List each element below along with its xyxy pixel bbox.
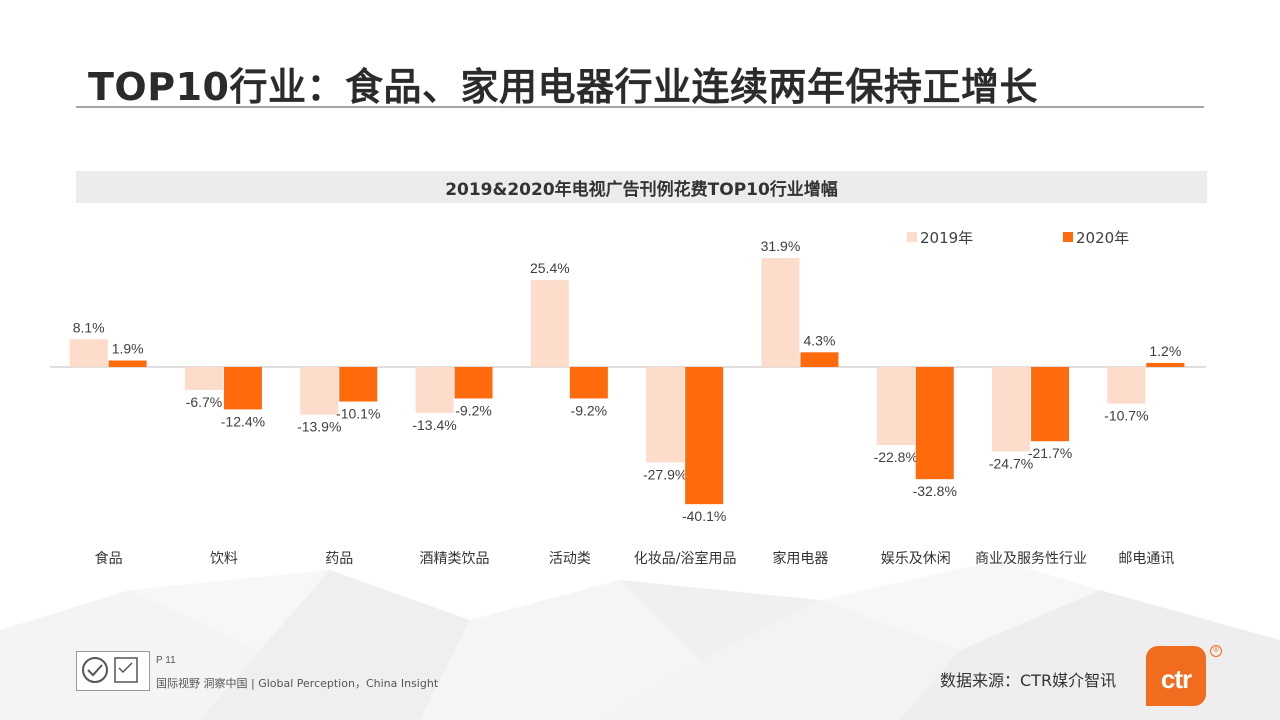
data-label: -27.9% <box>643 466 687 482</box>
category-label: 娱乐及休闲 <box>881 551 951 567</box>
legend-label: 2020年 <box>1076 229 1129 247</box>
title-divider <box>76 106 1204 108</box>
bar-2020 <box>569 367 608 399</box>
ctr-logo: ctr <box>1146 646 1206 706</box>
data-label: -12.4% <box>221 413 265 429</box>
data-label: -32.8% <box>913 483 957 499</box>
data-label: -40.1% <box>682 508 726 524</box>
legend-swatch-2019 <box>907 232 917 242</box>
bar-2020 <box>1146 362 1185 367</box>
page-number: P 11 <box>156 655 176 666</box>
bar-2019 <box>69 339 108 367</box>
bar-2020 <box>1031 367 1070 442</box>
registered-mark: ® <box>1210 645 1222 657</box>
bar-2019 <box>992 367 1031 452</box>
certification-logo <box>76 651 150 691</box>
data-label: -9.2% <box>571 402 608 418</box>
data-label: -22.8% <box>874 449 918 465</box>
data-label: -21.7% <box>1028 445 1072 461</box>
bar-2020 <box>108 360 147 367</box>
bar-2019 <box>761 257 800 367</box>
bar-2019 <box>1107 367 1146 404</box>
data-label: -13.9% <box>297 419 341 435</box>
bar-2020 <box>685 367 724 505</box>
data-label: -10.1% <box>336 406 380 422</box>
bar-2020 <box>454 367 493 399</box>
bar-2019 <box>415 367 454 413</box>
data-label: -10.7% <box>1104 408 1148 424</box>
category-label: 食品 <box>95 550 123 567</box>
footer-slogan: 国际视野 洞察中国 | Global Perception，China Insi… <box>156 677 439 690</box>
legend-label: 2019年 <box>920 229 973 247</box>
data-label: -6.7% <box>186 394 223 410</box>
category-label: 化妆品/浴室用品 <box>634 550 737 567</box>
data-label: -9.2% <box>455 402 492 418</box>
data-label: 1.9% <box>112 341 144 357</box>
chart-title-bar: 2019&2020年电视广告刊例花费TOP10行业增幅 <box>76 171 1207 203</box>
category-label: 饮料 <box>210 551 238 567</box>
data-label: -13.4% <box>412 417 456 433</box>
bar-2020 <box>339 367 378 402</box>
category-label: 酒精类饮品 <box>420 551 490 567</box>
chart-title: 2019&2020年电视广告刊例花费TOP10行业增幅 <box>445 179 838 200</box>
bar-2019 <box>184 367 223 390</box>
bar-2019 <box>646 367 685 463</box>
bar-2019 <box>530 280 569 367</box>
data-label: 31.9% <box>761 238 801 254</box>
data-source: 数据来源：CTR媒介智讯 <box>940 671 1117 690</box>
brand-text: ctr <box>1160 663 1192 694</box>
bar-2020 <box>915 367 954 480</box>
data-label: 1.2% <box>1149 343 1181 359</box>
category-label: 邮电通讯 <box>1118 551 1174 567</box>
bar-2020 <box>223 367 262 410</box>
category-label: 商业及服务性行业 <box>975 551 1087 567</box>
bar-2019 <box>300 367 339 415</box>
data-label: 8.1% <box>73 319 105 335</box>
data-label: 25.4% <box>530 260 570 276</box>
bar-2019 <box>876 367 915 445</box>
page-title: TOP10行业：食品、家用电器行业连续两年保持正增长 <box>88 65 1038 109</box>
category-label: 药品 <box>325 551 353 567</box>
background-facets <box>0 560 1280 720</box>
data-label: -24.7% <box>989 455 1033 471</box>
category-label: 家用电器 <box>772 550 828 567</box>
legend-swatch-2020 <box>1063 232 1073 242</box>
category-label: 活动类 <box>549 551 591 567</box>
data-label: 4.3% <box>803 332 835 348</box>
bar-2020 <box>800 352 839 367</box>
